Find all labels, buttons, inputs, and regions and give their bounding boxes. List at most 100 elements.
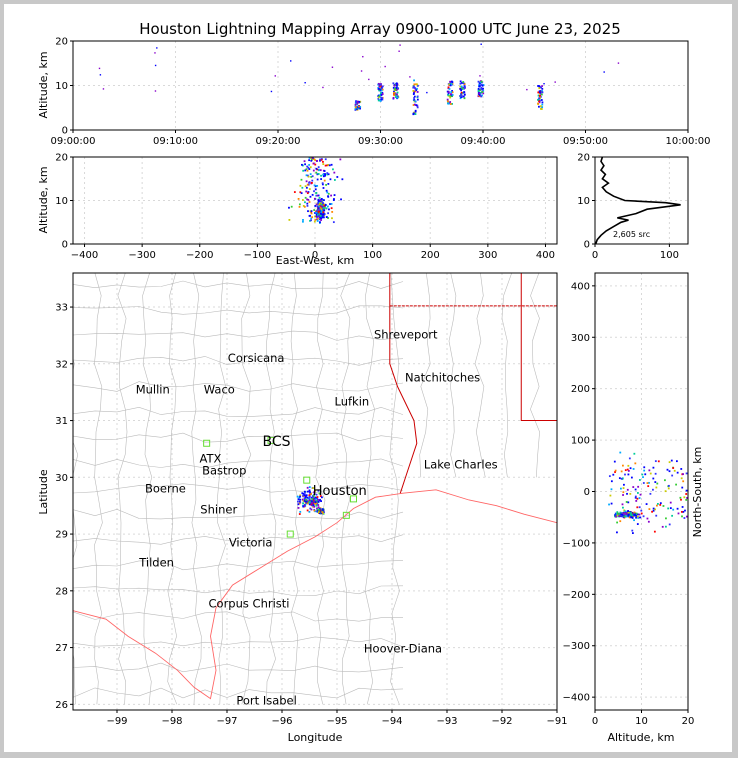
ew-altitude-point <box>320 178 323 180</box>
time-altitude-point <box>322 86 324 89</box>
map-source-point <box>304 496 307 498</box>
time-altitude-point <box>290 60 292 62</box>
time-altitude-point <box>446 100 449 103</box>
ns-altitude-point <box>622 494 624 496</box>
time-altitude-point <box>446 98 449 101</box>
map-source-point <box>322 511 325 514</box>
ew-altitude-point <box>324 173 327 175</box>
ew-altitude-point <box>322 175 325 178</box>
time-altitude-point <box>355 102 357 104</box>
time-altitude-point <box>394 89 397 91</box>
map-source-point <box>303 492 306 494</box>
ew-altitude-point <box>297 197 300 200</box>
time-altitude-point <box>446 90 449 93</box>
county-boundary <box>73 330 404 341</box>
ns-altitude-point <box>641 473 644 476</box>
tx-la-border <box>389 273 418 494</box>
ns-altitude-point <box>680 510 683 513</box>
map-source-point <box>305 501 308 504</box>
ew-altitude-point <box>316 184 319 187</box>
time-altitude-point <box>463 84 466 87</box>
time-altitude-point <box>426 91 428 94</box>
time-altitude-point <box>482 87 484 90</box>
city-label: Victoria <box>229 536 273 550</box>
ew-altitude-point <box>314 215 316 218</box>
time-altitude-point <box>479 75 481 77</box>
map-source-point <box>320 512 323 515</box>
ew-altitude-panel: −400 −300 −200 −100 0 100 200 300 400 0 10 20 Altit… <box>37 153 558 267</box>
ew-altitude-point <box>308 181 310 184</box>
ew-altitude-point <box>314 163 317 166</box>
county-boundary <box>191 273 202 705</box>
ns-altitude-point <box>682 480 685 483</box>
time-altitude-point <box>461 87 464 90</box>
ew-altitude-point <box>306 169 309 172</box>
time-altitude-point <box>448 83 450 86</box>
ns-altitude-point <box>610 480 613 483</box>
ns-altitude-point <box>654 481 657 483</box>
ew-altitude-point <box>318 211 321 214</box>
ns-altitude-point <box>654 472 657 475</box>
ew-altitude-xtick-label: −100 <box>244 250 271 261</box>
ew-altitude-ytick-label: 0 <box>62 240 68 251</box>
ew-altitude-point <box>323 199 325 202</box>
ew-altitude-point <box>308 201 311 203</box>
time-altitude-point <box>359 100 362 103</box>
ew-altitude-point <box>317 199 320 202</box>
map-source-point <box>312 502 315 505</box>
time-altitude-point <box>537 91 540 94</box>
ew-altitude-point <box>307 191 310 193</box>
time-altitude-point <box>154 64 157 67</box>
city-label: Corpus Christi <box>209 596 290 610</box>
ew-altitude-point <box>317 202 319 205</box>
ns-altitude-point <box>632 486 635 488</box>
map-source-point <box>321 510 324 512</box>
map-ytick-label: 33 <box>55 303 68 314</box>
ew-altitude-point <box>315 210 318 213</box>
time-altitude-point <box>381 93 384 96</box>
ns-altitude-point <box>620 514 623 517</box>
ns-altitude-point <box>616 514 619 517</box>
county-boundary <box>73 508 404 520</box>
time-altitude-point <box>360 70 363 72</box>
map-ylabel: Latitude <box>37 469 50 515</box>
map-source-point <box>313 497 316 500</box>
ns-altitude-point <box>623 515 626 518</box>
time-altitude-point <box>354 106 357 109</box>
ew-altitude-point <box>324 203 327 206</box>
ew-altitude-point <box>331 217 333 220</box>
ns-altitude-point <box>626 468 629 471</box>
lma-sensor-marker <box>350 495 357 503</box>
ns-altitude-point <box>668 484 670 487</box>
ns-altitude-point <box>625 515 628 518</box>
ew-altitude-point <box>317 217 319 220</box>
map-source-point <box>322 512 325 515</box>
time-altitude-point <box>413 86 416 89</box>
county-boundary <box>117 273 128 705</box>
ew-altitude-point <box>333 198 335 200</box>
ns-altitude-point <box>652 477 655 480</box>
ew-altitude-point <box>293 191 296 193</box>
county-boundary <box>73 611 404 622</box>
ew-altitude-point <box>318 205 321 208</box>
map-source-point <box>313 509 316 512</box>
time-altitude-xtick-label: 10:00:00 <box>666 136 711 147</box>
ns-altitude-point <box>614 471 616 473</box>
ew-altitude-point <box>319 207 322 209</box>
city-label: Waco <box>204 382 235 396</box>
time-altitude-point <box>462 91 465 94</box>
map-source-point <box>314 489 317 492</box>
ns-altitude-point <box>682 473 684 475</box>
map-source-point <box>298 513 301 515</box>
map-xtick-label: −97 <box>216 716 237 727</box>
ew-altitude-point <box>307 183 310 186</box>
city-label: Boerne <box>145 482 186 496</box>
ew-altitude-point <box>323 204 326 207</box>
time-altitude-point <box>412 89 415 92</box>
time-altitude-point <box>451 90 453 92</box>
ew-altitude-point <box>317 169 320 172</box>
ew-altitude-point <box>308 168 311 170</box>
time-altitude-point <box>413 97 415 99</box>
ns-altitude-point <box>634 513 637 516</box>
ew-altitude-point <box>332 168 334 171</box>
